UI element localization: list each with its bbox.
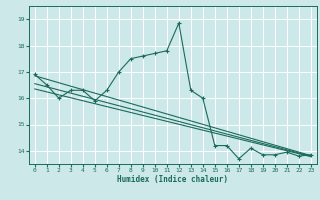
X-axis label: Humidex (Indice chaleur): Humidex (Indice chaleur) (117, 175, 228, 184)
